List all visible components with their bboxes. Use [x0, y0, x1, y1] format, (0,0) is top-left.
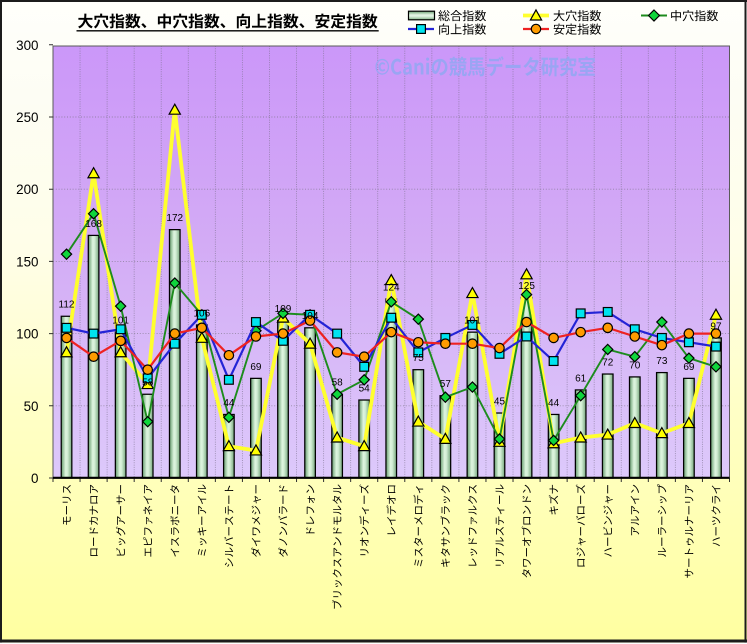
- svg-text:70: 70: [629, 360, 641, 371]
- svg-text:97: 97: [710, 321, 722, 332]
- svg-text:150: 150: [16, 254, 38, 269]
- svg-text:101: 101: [464, 316, 481, 327]
- svg-text:54: 54: [359, 383, 371, 394]
- svg-text:112: 112: [59, 300, 75, 311]
- svg-text:0: 0: [31, 471, 38, 486]
- svg-text:100: 100: [16, 327, 38, 342]
- svg-text:44: 44: [548, 398, 560, 409]
- svg-text:75: 75: [413, 353, 425, 364]
- svg-text:124: 124: [383, 282, 400, 293]
- svg-text:69: 69: [250, 362, 262, 373]
- svg-text:45: 45: [494, 396, 506, 407]
- svg-text:250: 250: [16, 110, 38, 125]
- svg-text:61: 61: [575, 373, 587, 384]
- svg-text:172: 172: [166, 213, 183, 224]
- svg-text:168: 168: [85, 219, 102, 230]
- svg-text:200: 200: [16, 182, 38, 197]
- svg-text:106: 106: [193, 308, 210, 319]
- svg-text:58: 58: [332, 378, 344, 389]
- svg-text:73: 73: [656, 356, 668, 367]
- svg-text:58: 58: [142, 378, 154, 389]
- svg-text:44: 44: [223, 398, 235, 409]
- svg-text:72: 72: [602, 357, 614, 368]
- svg-text:109: 109: [275, 304, 292, 315]
- svg-text:101: 101: [112, 316, 129, 327]
- svg-text:104: 104: [302, 311, 319, 322]
- svg-text:69: 69: [683, 362, 695, 373]
- svg-text:125: 125: [518, 281, 535, 292]
- svg-text:57: 57: [440, 379, 452, 390]
- svg-text:300: 300: [16, 38, 38, 53]
- svg-text:50: 50: [24, 399, 39, 414]
